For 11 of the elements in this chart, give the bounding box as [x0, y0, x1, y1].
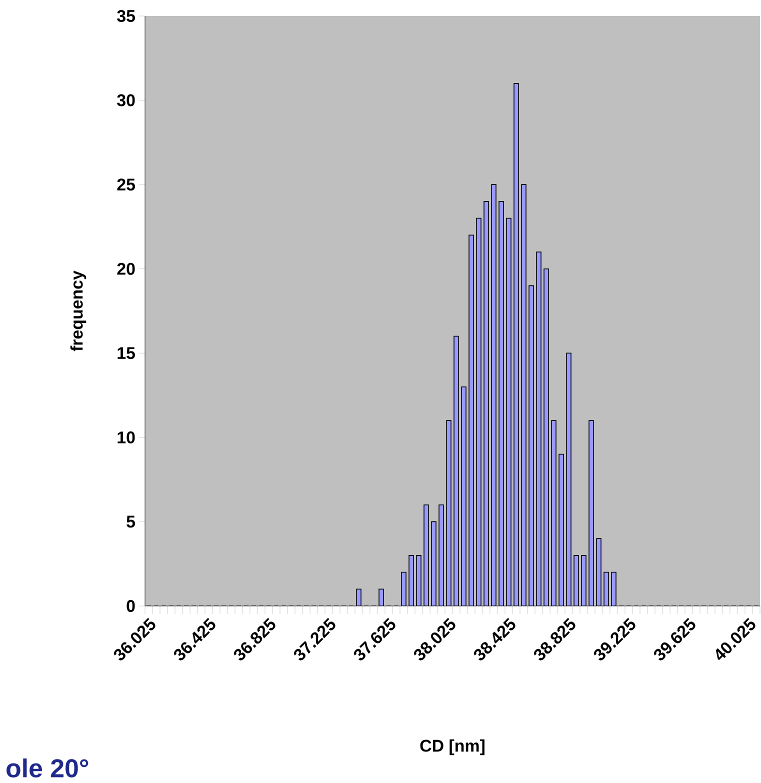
- y-tick-label: 10: [118, 431, 135, 444]
- text: ole 20°: [6, 758, 88, 778]
- y-tick-label: 15: [118, 347, 136, 360]
- x-axis-title: CD [nm]: [420, 739, 484, 756]
- y-tick-label: 0: [126, 600, 135, 612]
- y-axis-title: frequency: [70, 270, 86, 352]
- y-tick-label: 35: [117, 10, 136, 22]
- y-tick-label: 20: [117, 262, 135, 275]
- y-tick-label: 30: [117, 94, 135, 106]
- y-tick-label: 25: [117, 178, 136, 191]
- y-tick-label: 5: [126, 516, 136, 528]
